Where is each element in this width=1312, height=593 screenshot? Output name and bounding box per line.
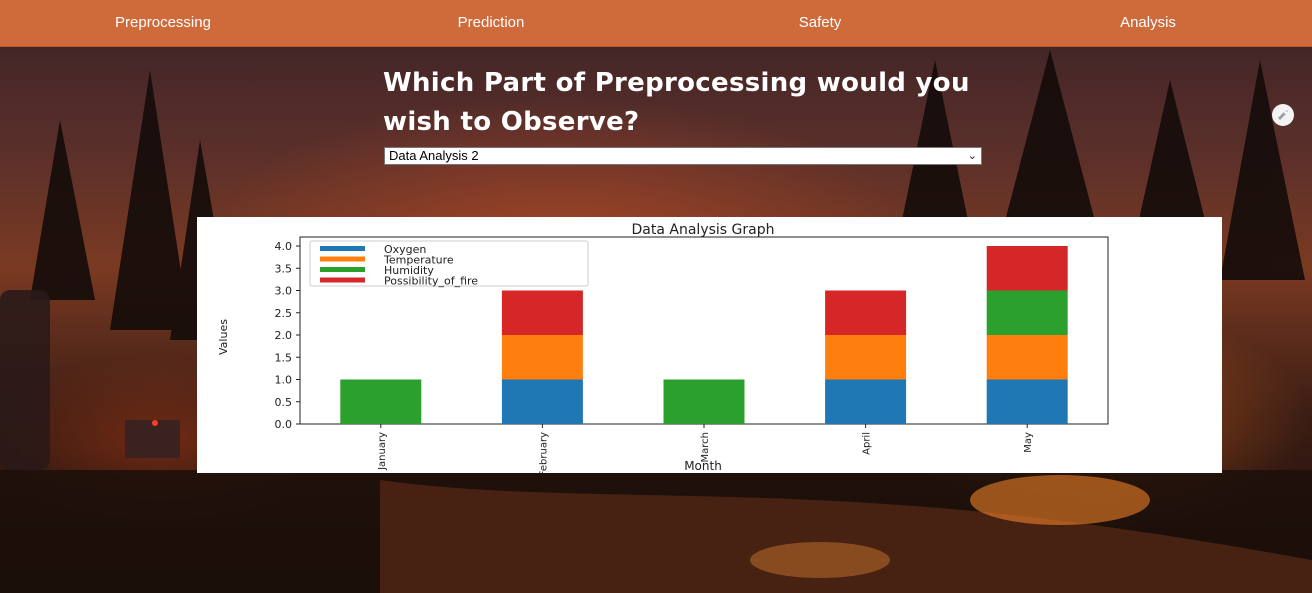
y-tick-label: 2.0 [275,329,293,342]
bar-temperature-april [825,335,907,380]
x-tick-label: February [538,432,549,473]
legend-label: Temperature [383,254,454,267]
bar-oxygen-february [501,379,583,424]
bar-humidity-january [340,379,422,424]
x-tick-label: May [1023,432,1034,453]
bar-temperature-february [501,335,583,380]
top-navbar: Preprocessing Prediction Safety Analysis [0,0,1312,47]
select-value: Data Analysis 2 [389,148,479,163]
y-tick-label: 0.0 [275,418,293,431]
legend-label: Possibility_of_fire [384,275,478,288]
page-title: Which Part of Preprocessing would you wi… [383,68,970,137]
y-tick-label: 3.0 [275,285,293,298]
nav-safety[interactable]: Safety [798,14,842,31]
nav-analysis[interactable]: Analysis [1120,14,1176,31]
y-tick-label: 4.0 [275,240,293,253]
x-tick-label: January [377,432,388,471]
chart-xlabel: Month [684,459,722,473]
legend-swatch [320,256,365,262]
nav-preprocessing[interactable]: Preprocessing [115,14,211,31]
chart-title: Data Analysis Graph [632,222,775,238]
legend-box [309,240,589,287]
y-tick-label: 3.5 [275,262,293,275]
legend-swatch [320,277,365,283]
bar-possibility_of_fire-february [501,290,583,335]
bar-oxygen-april [825,379,907,424]
rocket-icon[interactable] [1272,104,1294,126]
x-tick-label: March [700,432,711,462]
bar-possibility_of_fire-may [986,246,1068,291]
x-tick-label: April [862,432,873,455]
legend-swatch [320,267,365,272]
y-tick-label: 1.5 [275,351,293,364]
bar-possibility_of_fire-april [825,290,907,335]
y-tick-label: 0.5 [275,396,293,409]
bar-oxygen-may [986,379,1068,424]
bar-temperature-may [986,335,1068,380]
bar-humidity-may [986,290,1068,335]
preprocessing-select[interactable]: Data Analysis 2 ⌄ [384,147,982,165]
chart-ylabel: Values [217,319,230,355]
legend-label: Oxygen [384,243,426,256]
data-analysis-chart: Data Analysis Graph Values Month 0.0 0.5 1… [197,217,1222,473]
y-tick-label: 1.0 [275,374,293,387]
legend-label: Humidity [384,264,434,277]
legend-swatch [320,246,365,251]
bar-humidity-march [663,379,745,424]
chevron-down-icon: ⌄ [967,150,977,162]
y-tick-label: 2.5 [275,307,293,320]
chart-svg: Data Analysis Graph Values Month 0.0 0.5 1… [217,222,1109,473]
nav-prediction[interactable]: Prediction [457,14,525,31]
